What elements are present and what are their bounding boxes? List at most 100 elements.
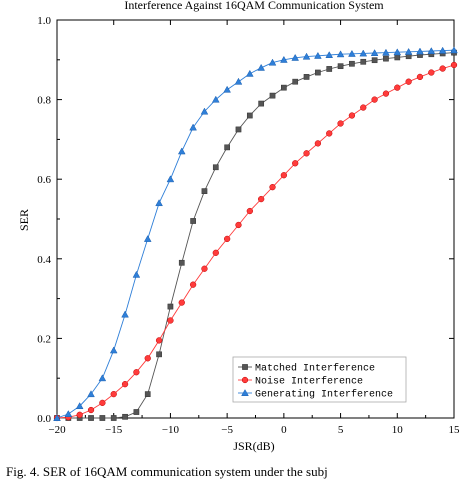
data-point [156, 351, 162, 358]
data-point [416, 47, 424, 55]
data-point [359, 49, 368, 57]
data-point [190, 218, 196, 224]
axes: −20 −15 −10 −5 0 5 10 15 0.0 0.2 0.4 0.6 0.8 1.0 [37, 15, 460, 436]
data-point [87, 406, 95, 414]
data-point [291, 53, 300, 61]
data-point [189, 281, 197, 288]
data-point [314, 51, 322, 59]
y-tick-label: 0.4 [37, 254, 51, 266]
data-point [292, 78, 299, 85]
data-point [337, 63, 344, 70]
legend-marker [241, 376, 249, 384]
data-point [336, 50, 345, 58]
data-point [394, 54, 401, 61]
data-point [88, 415, 94, 421]
data-point [133, 369, 140, 376]
data-point [167, 303, 174, 310]
data-point [235, 126, 242, 133]
data-point [326, 130, 333, 137]
data-point [450, 46, 458, 54]
data-point [223, 85, 231, 93]
data-point [383, 55, 389, 62]
legend-box [232, 356, 407, 403]
series-circle [53, 61, 458, 422]
data-point [269, 184, 276, 191]
legend-label: Generating Interference [255, 389, 393, 401]
data-point [348, 49, 356, 57]
data-point [439, 65, 446, 72]
data-point [382, 48, 390, 56]
data-point [109, 346, 118, 354]
data-point [121, 381, 129, 388]
data-point [132, 270, 141, 278]
data-point [303, 150, 310, 157]
data-point [280, 172, 288, 179]
x-tick-label: 5 [338, 424, 344, 436]
series-layer [53, 46, 458, 422]
y-axis-title: SER [17, 209, 31, 231]
data-point [246, 207, 253, 215]
data-point [257, 63, 265, 71]
data-point [200, 107, 209, 115]
data-point [326, 66, 333, 72]
data-point [87, 390, 95, 398]
data-point [121, 310, 129, 318]
data-point [405, 78, 412, 85]
data-point [394, 84, 401, 91]
data-point [281, 84, 287, 91]
data-point [348, 112, 356, 119]
data-point [212, 249, 219, 256]
data-point [325, 51, 334, 58]
data-point [144, 391, 151, 397]
data-point [99, 415, 106, 421]
data-point [53, 414, 61, 421]
data-point [98, 374, 107, 382]
data-point [370, 49, 379, 57]
data-point [155, 199, 163, 207]
data-point [143, 234, 152, 242]
y-tick-label: 0.2 [37, 333, 51, 345]
data-point [450, 61, 458, 69]
legend-marker [242, 364, 248, 370]
x-tick-label: 10 [392, 424, 404, 436]
data-point [235, 221, 242, 229]
data-point [99, 399, 106, 407]
data-point [110, 415, 117, 421]
data-point [122, 413, 128, 420]
data-point [223, 235, 231, 243]
data-point [258, 195, 265, 203]
data-point [246, 112, 253, 119]
data-point [280, 55, 288, 63]
data-point [438, 46, 447, 54]
legend-marker [241, 389, 249, 396]
data-point [360, 58, 367, 65]
data-point [428, 69, 435, 76]
x-tick-label: 0 [281, 424, 287, 436]
data-point [177, 147, 186, 155]
x-tick-label: −20 [48, 424, 66, 436]
data-point [167, 317, 174, 324]
legend-label: Noise Interference [255, 376, 363, 388]
data-point [201, 265, 208, 272]
data-point [201, 188, 208, 194]
data-point [269, 92, 276, 99]
y-tick-label: 0.6 [37, 174, 51, 186]
y-tick-label: 0.0 [37, 413, 51, 425]
data-point [178, 299, 185, 306]
data-point [258, 100, 265, 107]
data-point [224, 144, 230, 151]
data-point [337, 120, 344, 127]
data-point [234, 77, 243, 85]
data-point [393, 48, 402, 56]
data-point [246, 69, 254, 77]
y-tick-label: 0.8 [37, 95, 51, 107]
data-point [178, 259, 185, 266]
data-point [382, 90, 390, 97]
y-tick-label: 1.0 [37, 15, 51, 27]
data-point [268, 58, 277, 66]
figure-caption: Fig. 4. SER of 16QAM communication syste… [6, 464, 328, 479]
data-point [76, 411, 83, 418]
data-point [64, 410, 73, 417]
